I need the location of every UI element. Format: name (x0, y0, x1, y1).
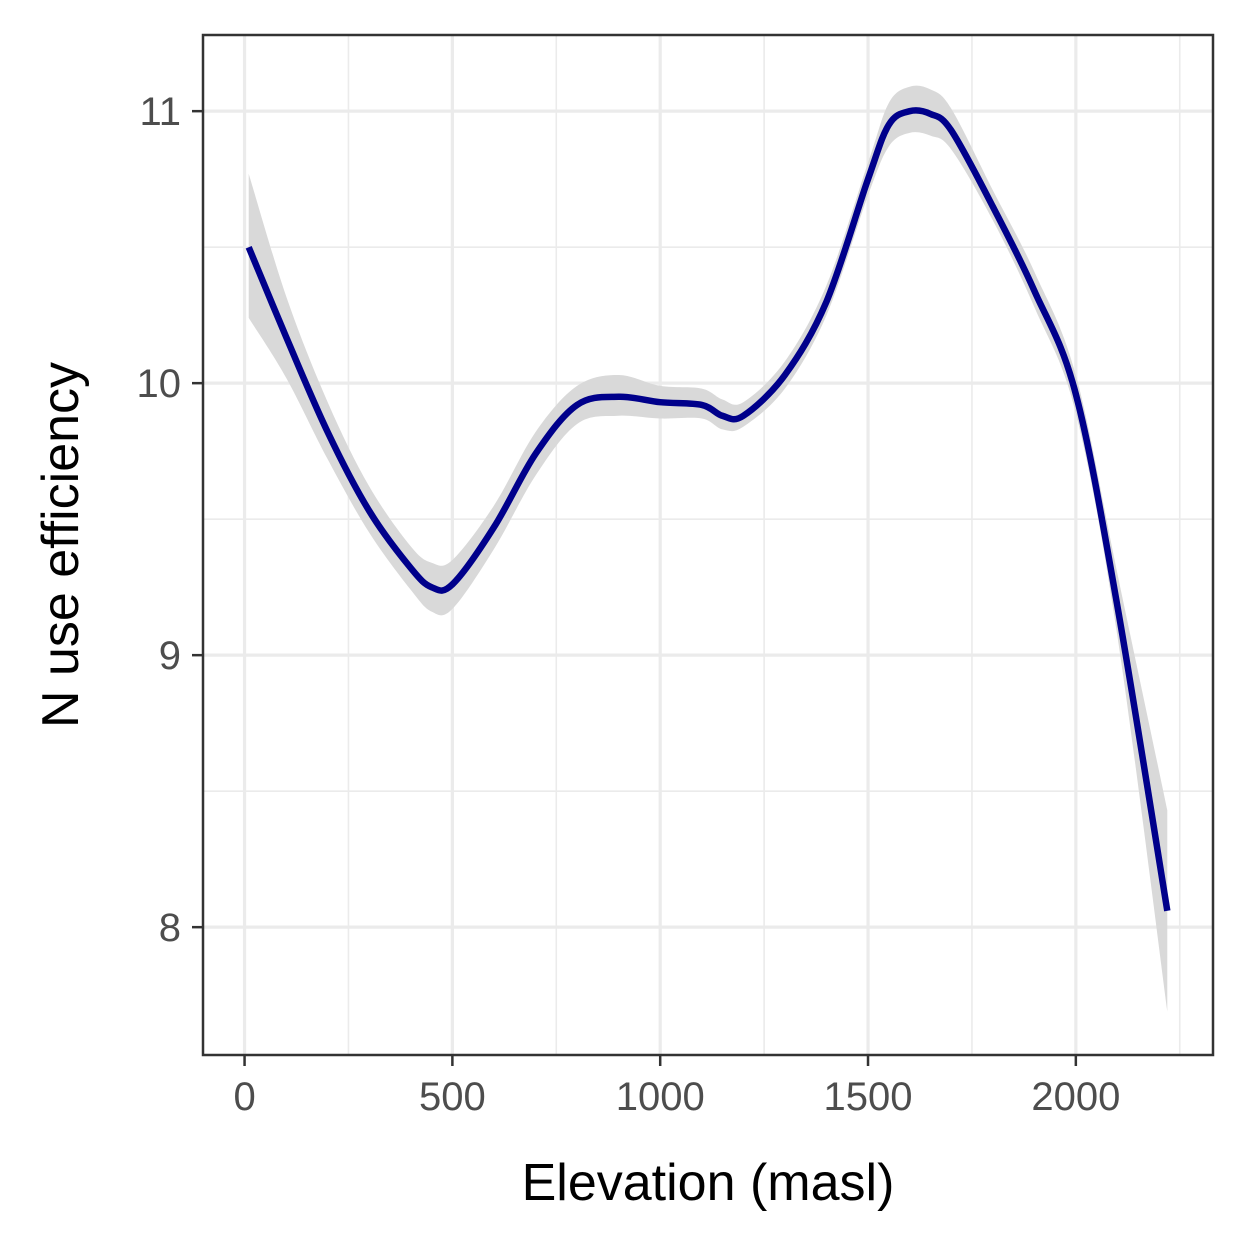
grid (203, 35, 1213, 1055)
fit-line-layer (245, 107, 1171, 912)
fit-line (245, 107, 1171, 912)
axis-ticks: 0 500 1000 1500 2000 8 9 10 11 (137, 90, 1121, 1119)
x-tick-label: 1500 (824, 1075, 913, 1119)
y-tick-label: 9 (159, 634, 181, 678)
y-axis-title: N use efficiency (32, 362, 90, 728)
panel-border (201, 33, 1215, 1057)
y-tick-label: 11 (139, 90, 181, 134)
x-tick-label: 0 (233, 1075, 255, 1119)
x-tick-label: 2000 (1031, 1075, 1120, 1119)
y-tick-label: 10 (137, 362, 182, 406)
x-tick-label: 500 (419, 1075, 486, 1119)
x-axis-title: Elevation (masl) (522, 1154, 895, 1212)
x-tick-label: 1000 (616, 1075, 705, 1119)
y-tick-label: 8 (159, 906, 181, 950)
